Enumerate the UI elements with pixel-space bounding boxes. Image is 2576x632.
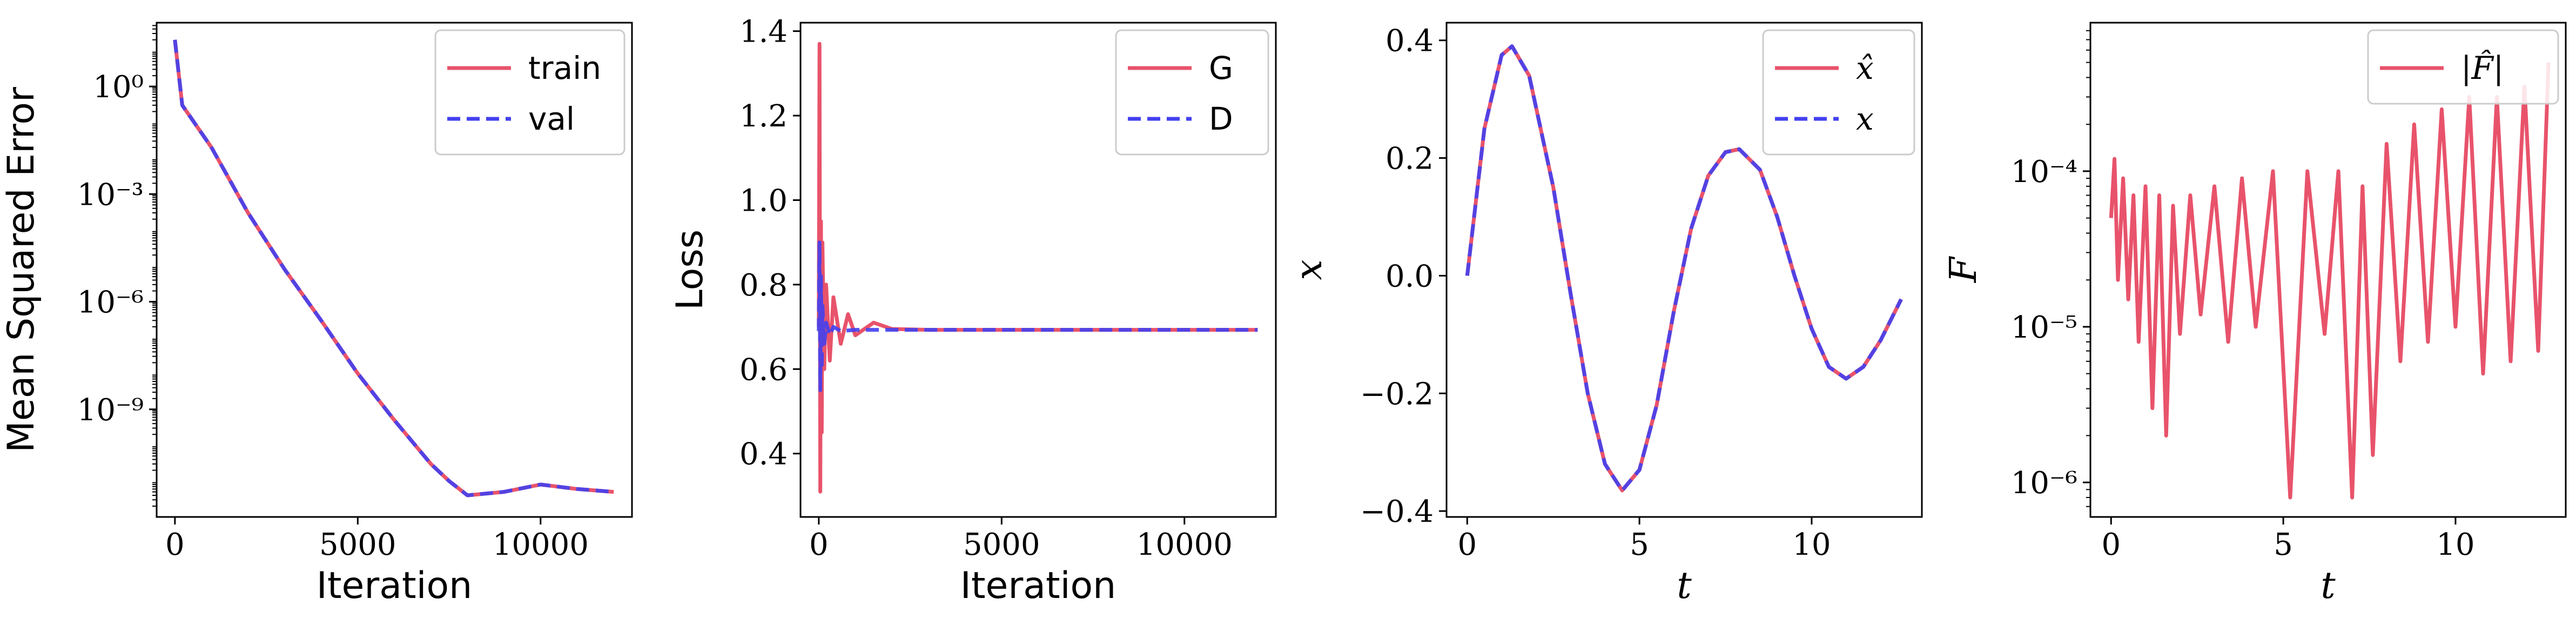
y-axis-label: x [1288,259,1330,280]
y-axis-label: Loss [669,230,711,310]
panel-mse: 0 5000 10000 10⁰ 10⁻³ 10⁻⁶ 10⁻⁹ Iteration Mean S… [0,22,633,607]
y-axis-label: F [1942,256,1985,284]
series-line-x-0 [1465,44,1903,493]
legend-label: train [528,50,601,86]
x-axis-label: t [1677,564,1692,607]
y-tick-label: 10⁻³ [77,177,144,212]
y-axis-label: Mean Squared Error [0,87,43,453]
y-tick-label: 10⁻⁹ [77,393,144,428]
legend-box [1762,29,1915,156]
y-tick-label: 10⁻⁶ [77,285,144,320]
y-tick-label: −0.2 [1360,376,1434,412]
legend-label: x̂ [1856,50,1874,86]
legend-label: G [1209,50,1233,86]
y-tick-label: 1.0 [739,183,788,218]
panel-loss: 0 5000 10000 0.4 0.6 0.8 1.0 1.2 1.4 Iteration Los… [669,15,1277,607]
legend-label: |F̂| [2461,49,2504,86]
x-tick-label: 0 [2101,527,2121,562]
series-line-D-1 [817,240,1258,392]
x-tick-label: 0 [1457,527,1477,562]
y-tick-label: 0.4 [739,437,788,472]
y-tick-label: 0.2 [1385,142,1434,177]
x-tick-label: 0 [809,527,829,562]
y-tick-label: 0.0 [1385,259,1434,294]
y-tick-label: 1.4 [739,15,788,50]
series-line-val-1 [173,39,614,497]
legend-label: x [1856,100,1874,137]
x-tick-label: 0 [165,527,185,562]
series-line-F-0 [2109,62,2551,500]
x-tick-label: 5000 [319,527,396,562]
y-tick-label: 10⁻⁴ [2011,154,2077,190]
legend-box [1115,29,1269,156]
legend-box [2367,29,2559,105]
x-axis-label: t [2321,564,2336,607]
x-tick-label: 5000 [963,527,1040,562]
legend-label: D [1209,100,1233,137]
y-tick-label: −0.4 [1360,494,1434,529]
x-axis-label: Iteration [960,564,1116,607]
x-tick-label: 5 [2274,527,2293,562]
x-tick-label: 10 [2436,527,2474,562]
y-tick-label: 1.2 [739,99,788,134]
y-tick-label: 10⁻⁵ [2011,310,2077,345]
y-tick-label: 10⁻⁶ [2011,466,2077,501]
axes-frame [2089,22,2567,518]
panel-force: 0 5 10 10⁻⁶ 10⁻⁵ 10⁻⁴ t F |F̂| [1942,22,2567,607]
x-tick-label: 10000 [493,527,589,562]
x-tick-label: 10000 [1136,527,1233,562]
axes-frame [799,22,1277,518]
panel-signal: 0 5 10 −0.4 −0.2 0.0 0.2 0.4 t x x̂ x [1288,22,1923,607]
y-tick-label: 0.6 [739,352,788,387]
y-tick-label: 10⁰ [93,70,144,105]
x-axis-label: Iteration [317,564,472,607]
x-tick-label: 10 [1792,527,1831,562]
x-tick-label: 5 [1630,527,1649,562]
y-tick-label: 0.8 [739,268,788,303]
axes-frame [1445,22,1923,518]
y-tick-label: 0.4 [1385,24,1434,59]
legend-label: val [528,100,575,137]
legend-box [434,29,625,156]
